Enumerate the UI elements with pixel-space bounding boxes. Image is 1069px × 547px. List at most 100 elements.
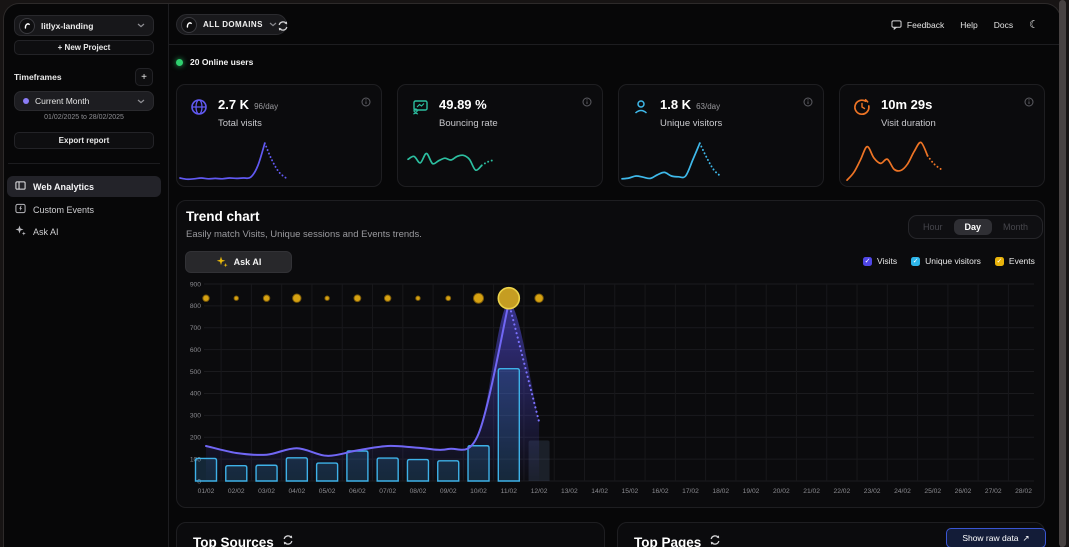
y-tick-label: 800 (190, 303, 201, 310)
sparkles-icon (15, 225, 26, 238)
sparkline-solid (179, 142, 266, 181)
bar-unique-visitors[interactable] (376, 457, 399, 482)
y-tick-label: 600 (190, 347, 201, 354)
docs-button[interactable]: Docs (993, 19, 1014, 30)
granularity-hour[interactable]: Hour (923, 222, 943, 232)
info-icon[interactable] (361, 94, 371, 112)
sparkline-projected (926, 154, 942, 171)
x-tick-label: 06/02 (349, 488, 366, 495)
event-bubble[interactable] (383, 294, 392, 302)
bar-unique-visitors[interactable] (194, 457, 218, 482)
legend-events[interactable]: ✓ Events (994, 256, 1035, 266)
dark-mode-moon-icon[interactable]: ☾ (1029, 19, 1039, 31)
x-tick-label: 01/02 (198, 488, 215, 495)
stat-label: Unique visitors (660, 118, 723, 129)
x-tick-label: 26/02 (955, 488, 972, 495)
stat-label: Bouncing rate (439, 118, 498, 129)
ask-ai-button[interactable]: Ask AI (185, 251, 292, 273)
info-icon[interactable] (582, 94, 592, 112)
event-bubble[interactable] (233, 295, 239, 301)
stat-per-day: 96/day (254, 102, 279, 111)
legend-visits[interactable]: ✓ Visits (863, 256, 898, 266)
x-tick-label: 24/02 (894, 488, 911, 495)
user-icon (632, 98, 650, 121)
refresh-icon[interactable] (709, 533, 721, 547)
arrow-up-right-icon: ↗ (1022, 532, 1030, 543)
visits-line (205, 301, 510, 457)
add-timeframe-button[interactable]: + (135, 68, 153, 86)
x-tick-label: 02/02 (228, 488, 245, 495)
online-dot-icon (176, 58, 183, 66)
x-tick-label: 20/02 (773, 488, 790, 495)
sidebar-item-custom-events[interactable]: Custom Events (7, 199, 161, 220)
granularity-month[interactable]: Month (1003, 222, 1029, 232)
project-selector[interactable]: litlyx-landing (14, 15, 154, 36)
litlyx-logo-icon (19, 17, 35, 34)
bar-unique-visitors[interactable] (467, 445, 490, 482)
x-tick-label: 10/02 (470, 488, 487, 495)
event-bubble[interactable] (534, 293, 544, 303)
stat-value: 10m 29s (881, 97, 933, 112)
visit-duration-sparkline (846, 141, 942, 182)
new-project-button[interactable]: + New Project (14, 40, 154, 55)
bounce-rate-icon (411, 98, 429, 121)
checkbox-icon[interactable]: ✓ (863, 256, 872, 266)
sparkline-solid (621, 142, 701, 180)
bar-unique-visitors[interactable] (225, 464, 248, 482)
x-tick-label: 16/02 (652, 488, 669, 495)
stat-card-bouncing-rate: 49.89 % Bouncing rate (397, 84, 603, 187)
sidebar-section-divider (8, 163, 160, 164)
bar-unique-visitors[interactable] (437, 460, 460, 482)
bar-unique-visitors[interactable] (315, 462, 339, 482)
x-tick-label: 21/02 (803, 488, 820, 495)
bar-unique-visitors-projected[interactable] (528, 440, 550, 481)
granularity-toggle: Hour Day Month (908, 215, 1044, 239)
sidebar-item-label: Custom Events (33, 204, 95, 215)
granularity-day[interactable]: Day (953, 219, 993, 235)
timeframe-selector[interactable]: Current Month (14, 91, 154, 111)
event-bubble[interactable] (445, 295, 452, 302)
scrollbar[interactable] (1059, 0, 1066, 547)
sidebar-item-ask-ai[interactable]: Ask AI (7, 221, 161, 242)
refresh-icon[interactable] (282, 533, 294, 547)
stat-value: 2.7 K (218, 97, 250, 112)
ask-ai-label: Ask AI (233, 257, 262, 267)
event-bubble[interactable] (262, 294, 271, 302)
checkbox-icon[interactable]: ✓ (911, 256, 921, 266)
event-bubble[interactable] (473, 292, 485, 304)
event-bubble[interactable] (497, 286, 521, 310)
event-bubble[interactable] (202, 294, 210, 302)
y-tick-label: 500 (190, 369, 201, 376)
event-bubble[interactable] (353, 294, 362, 303)
x-tick-label: 11/02 (501, 488, 518, 495)
topbar-right-nav: Feedback Help Docs ☾ (891, 18, 1039, 31)
bar-unique-visitors[interactable] (406, 458, 430, 482)
bar-unique-visitors[interactable] (346, 450, 369, 482)
x-tick-label: 08/02 (410, 488, 427, 495)
trend-legend: ✓ Visits ✓ Unique visitors ✓ Events (863, 256, 1035, 266)
online-users-text: 20 Online users (190, 57, 254, 67)
x-tick-label: 17/02 (682, 488, 699, 495)
bar-unique-visitors[interactable] (255, 464, 278, 482)
x-tick-label: 09/02 (440, 488, 457, 495)
checkbox-icon[interactable]: ✓ (994, 256, 1004, 266)
bar-unique-visitors[interactable] (285, 457, 309, 482)
event-bubble[interactable] (324, 295, 330, 301)
event-bubble[interactable] (415, 295, 421, 301)
legend-unique-visitors[interactable]: ✓ Unique visitors (911, 256, 981, 266)
refresh-icon[interactable] (277, 19, 289, 37)
sidebar-item-web-analytics[interactable]: Web Analytics (7, 176, 161, 197)
info-icon[interactable] (1024, 94, 1034, 112)
export-report-button[interactable]: Export report (14, 132, 154, 149)
help-button[interactable]: Help (960, 19, 978, 30)
domain-selector[interactable]: ALL DOMAINS (176, 14, 287, 35)
event-bubble[interactable] (292, 293, 302, 303)
bar-unique-visitors[interactable] (497, 368, 520, 482)
stat-card-unique-visitors: 1.8 K 63/day Unique visitors (618, 84, 824, 187)
info-icon[interactable] (803, 94, 813, 112)
stat-card-visit-duration: 10m 29s Visit duration (839, 84, 1045, 187)
stat-label: Total visits (218, 118, 262, 129)
chevron-down-icon (137, 23, 145, 28)
feedback-button[interactable]: Feedback (891, 20, 944, 30)
show-raw-data-button[interactable]: Show raw data ↗ (946, 528, 1046, 547)
